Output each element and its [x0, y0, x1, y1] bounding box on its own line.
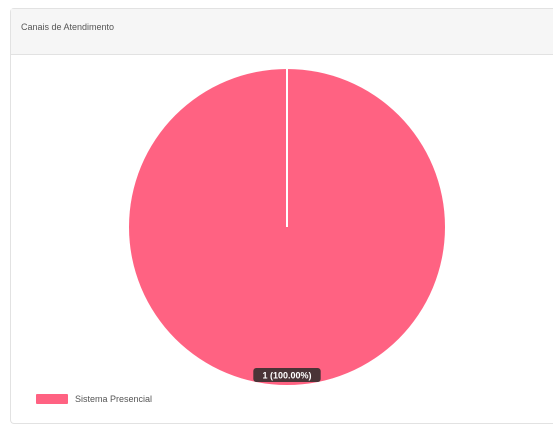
pie-data-label-text: 1 (100.00%) [262, 371, 311, 381]
legend-swatch-sistema-presencial[interactable] [36, 394, 68, 404]
chart-legend: Sistema Presencial [36, 394, 152, 404]
legend-label-sistema-presencial[interactable]: Sistema Presencial [75, 394, 153, 404]
pie-data-labels: 1 (100.00%) [253, 368, 321, 382]
pie-slices [129, 69, 445, 385]
panel-title: Canais de Atendimento [21, 22, 115, 32]
pie-data-label-bg [253, 368, 321, 382]
pie-data-label: 1 (100.00%) [253, 368, 321, 382]
panel-header: Canais de Atendimento [11, 9, 553, 55]
